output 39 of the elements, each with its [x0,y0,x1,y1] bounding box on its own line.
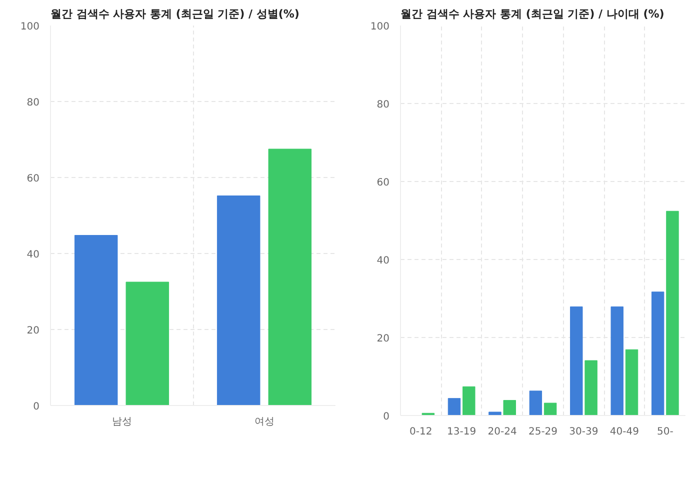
y-tick-label: 20 [376,334,390,344]
y-tick-label: 0 [383,412,390,422]
bar [529,390,542,416]
bar [126,282,170,406]
bar [462,386,476,416]
x-tick-label: 남성 [112,416,132,428]
bar [268,148,312,406]
y-tick-label: 100 [20,22,40,32]
y-tick-label: 20 [26,326,40,336]
y-tick-label: 40 [26,250,40,260]
x-tick-label: 25-29 [528,426,558,438]
y-tick-label: 0 [33,402,40,412]
chart-title: 월간 검색수 사용자 통계 (최근일 기준) / 성별(%) [50,8,300,20]
x-tick-label: 50- [656,426,674,438]
bar [610,306,624,416]
y-tick-label: 60 [26,174,40,184]
y-tick-label: 60 [376,178,390,188]
x-tick-label: 20-24 [488,426,517,438]
y-tick-label: 80 [26,98,40,108]
x-tick-label: 0-12 [410,426,432,438]
x-tick-label: 13-19 [447,426,476,438]
bar [651,292,664,416]
bar [584,360,598,416]
x-tick-label: 40-49 [610,426,639,438]
bar [216,195,260,406]
bar [488,412,502,416]
chart-title: 월간 검색수 사용자 통계 (최근일 기준) / 나이대 (%) [400,8,664,20]
bar [570,306,583,416]
x-tick-label: 30-39 [569,426,598,438]
y-tick-label: 40 [376,256,390,266]
bar [544,402,557,416]
bar [625,349,638,416]
x-tick-label: 여성 [254,416,274,428]
bar [448,398,461,416]
y-tick-label: 100 [370,22,390,32]
bar [666,210,679,416]
bar [503,400,516,416]
bar [74,235,118,406]
y-tick-label: 80 [376,100,390,110]
